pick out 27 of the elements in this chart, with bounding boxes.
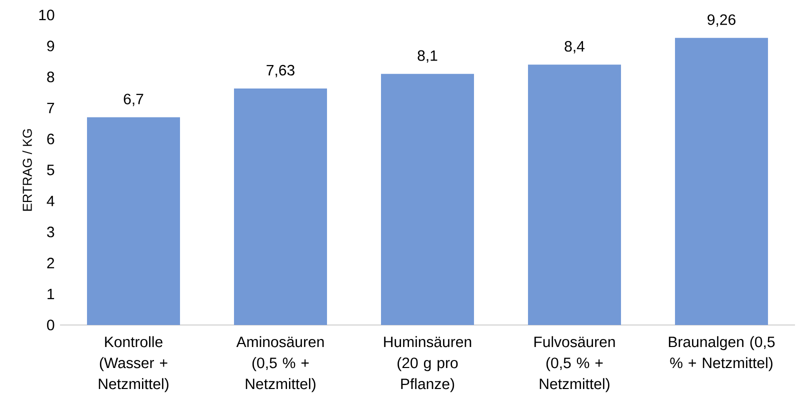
data-label: 6,7 bbox=[124, 94, 144, 106]
y-tick-label: 3 bbox=[47, 226, 54, 238]
data-label: 8,4 bbox=[564, 40, 584, 54]
y-axis-title: ERTRAG / KG bbox=[22, 129, 32, 211]
y-tick-label: 9 bbox=[47, 40, 54, 52]
bar bbox=[674, 38, 768, 325]
x-tick-label: Braunalgen (0,5 % + Netzmittel) bbox=[668, 336, 775, 372]
y-tick-label: 7 bbox=[47, 102, 54, 114]
y-tick-label: 4 bbox=[46, 196, 54, 206]
data-label: 7,63 bbox=[266, 64, 294, 78]
y-tick-label: 1 bbox=[48, 288, 54, 300]
x-tick-label: Huminsäuren (20 g pro Pflanze) bbox=[384, 336, 472, 392]
bar bbox=[87, 117, 180, 325]
y-tick-label: 0 bbox=[47, 320, 54, 330]
y-tick-label: 8 bbox=[47, 72, 54, 82]
x-tick-label: Fulvosäuren (0,5 % + Netzmittel) bbox=[534, 336, 615, 392]
bar bbox=[381, 74, 474, 325]
data-label: 9,26 bbox=[708, 14, 736, 27]
x-tick-label: Aminosäuren (0,5 % + Netzmittel) bbox=[236, 336, 324, 392]
x-tick-label: Kontrolle (Wasser + Netzmittel) bbox=[98, 336, 168, 392]
y-tick-label: 5 bbox=[47, 164, 54, 176]
y-tick-label: 10 bbox=[39, 10, 54, 20]
y-tick-label: 6 bbox=[47, 134, 54, 144]
bar bbox=[234, 88, 328, 325]
bar bbox=[528, 64, 621, 325]
data-label: 8,1 bbox=[418, 50, 438, 63]
y-tick-label: 2 bbox=[47, 258, 54, 268]
